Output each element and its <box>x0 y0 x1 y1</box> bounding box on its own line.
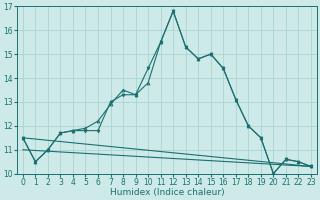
X-axis label: Humidex (Indice chaleur): Humidex (Indice chaleur) <box>109 188 224 197</box>
